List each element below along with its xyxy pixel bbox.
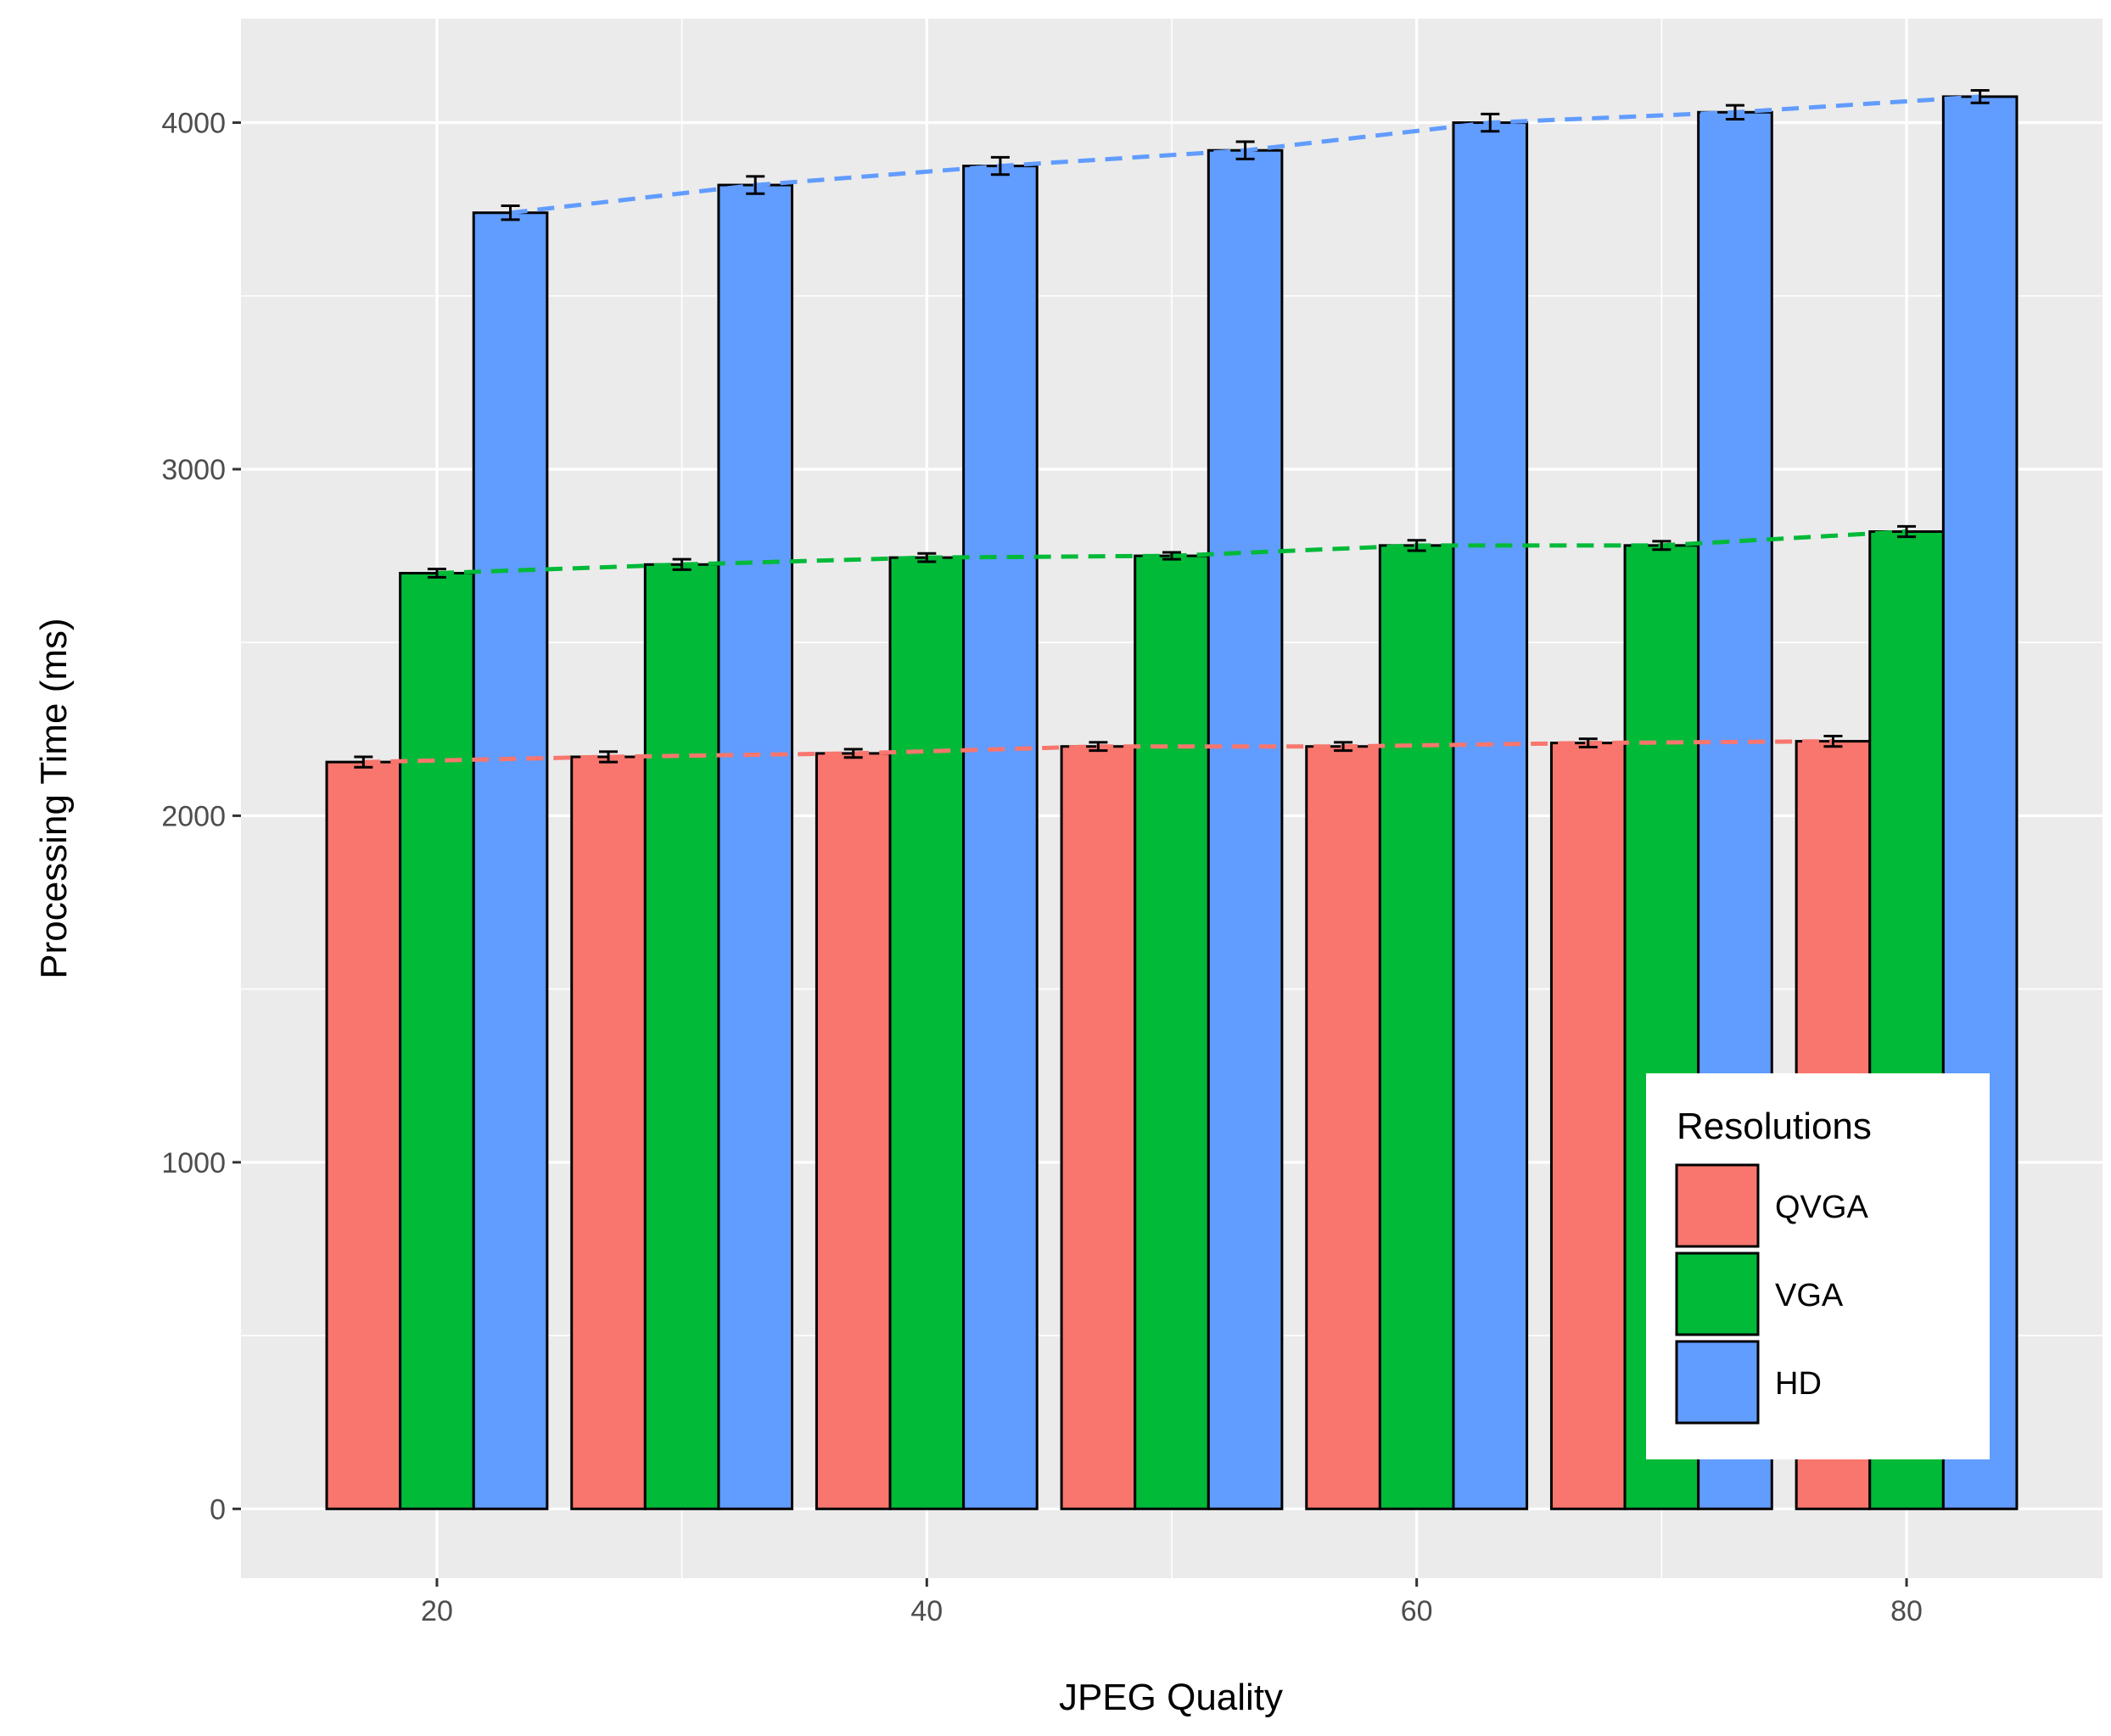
legend-key-hd <box>1675 1340 1760 1425</box>
x-tick-label: 40 <box>910 1595 943 1627</box>
x-tick-label: 20 <box>421 1595 453 1627</box>
bar-vga <box>399 572 475 1510</box>
bar-qvga <box>815 752 892 1510</box>
error-bar-qvga <box>599 750 619 764</box>
x-axis: 20 40 60 80 <box>421 1578 1923 1627</box>
error-bar-hd <box>990 155 1010 176</box>
error-bar-qvga <box>1578 737 1598 749</box>
bar-vga <box>1378 544 1455 1510</box>
error-bar-qvga <box>1823 734 1843 748</box>
legend-title: Resolutions <box>1677 1106 1872 1147</box>
bar-qvga <box>325 760 402 1510</box>
error-bar-vga <box>427 568 446 579</box>
legend-label-qvga: QVGA <box>1775 1190 1868 1225</box>
x-axis-title: JPEG Quality <box>1059 1677 1283 1718</box>
y-axis: 0 1000 2000 3000 4000 <box>161 108 241 1526</box>
legend-key-qvga <box>1675 1163 1760 1248</box>
bar-qvga <box>1060 745 1137 1510</box>
bar-hd <box>472 211 549 1510</box>
bar-qvga <box>1305 745 1381 1510</box>
legend: Resolutions QVGA VGA HD <box>1646 1073 1990 1459</box>
error-bar-qvga <box>843 748 863 759</box>
error-bar-hd <box>1235 140 1255 160</box>
y-tick-label: 4000 <box>161 108 226 140</box>
bar-vga <box>1134 554 1210 1510</box>
y-tick-label: 1000 <box>161 1147 226 1179</box>
y-axis-title: Processing Time (ms) <box>33 618 75 978</box>
bar-hd <box>717 183 794 1510</box>
error-bar-qvga <box>1089 741 1108 753</box>
error-bar-hd <box>1970 89 1990 104</box>
x-tick-label: 80 <box>1890 1595 1923 1627</box>
error-bar-vga <box>1897 524 1917 539</box>
error-bar-qvga <box>1334 741 1353 753</box>
legend-label-hd: HD <box>1775 1366 1822 1402</box>
legend-key-vga <box>1675 1252 1760 1336</box>
bar-qvga <box>570 755 647 1510</box>
error-bar-hd <box>1725 104 1744 120</box>
bar-hd <box>1207 148 1284 1510</box>
error-bar-vga <box>1652 540 1671 552</box>
y-tick-label: 2000 <box>161 800 226 832</box>
x-tick-label: 60 <box>1401 1595 1433 1627</box>
y-tick-label: 0 <box>210 1493 226 1526</box>
bar-qvga <box>1549 742 1627 1510</box>
error-bars <box>354 89 1990 769</box>
legend-label-vga: VGA <box>1775 1278 1844 1313</box>
error-bar-vga <box>917 552 937 563</box>
error-bar-vga <box>1407 539 1426 552</box>
bar-hd <box>1452 121 1529 1510</box>
error-bar-hd <box>746 175 765 195</box>
bar-vga <box>643 563 720 1510</box>
error-bar-vga <box>1162 551 1181 561</box>
y-tick-label: 3000 <box>161 454 226 486</box>
error-bar-hd <box>501 204 520 221</box>
error-bar-qvga <box>354 755 373 769</box>
error-bar-hd <box>1481 112 1500 133</box>
bar-hd <box>962 165 1039 1510</box>
bar-vga <box>888 556 966 1510</box>
error-bar-vga <box>672 557 692 571</box>
